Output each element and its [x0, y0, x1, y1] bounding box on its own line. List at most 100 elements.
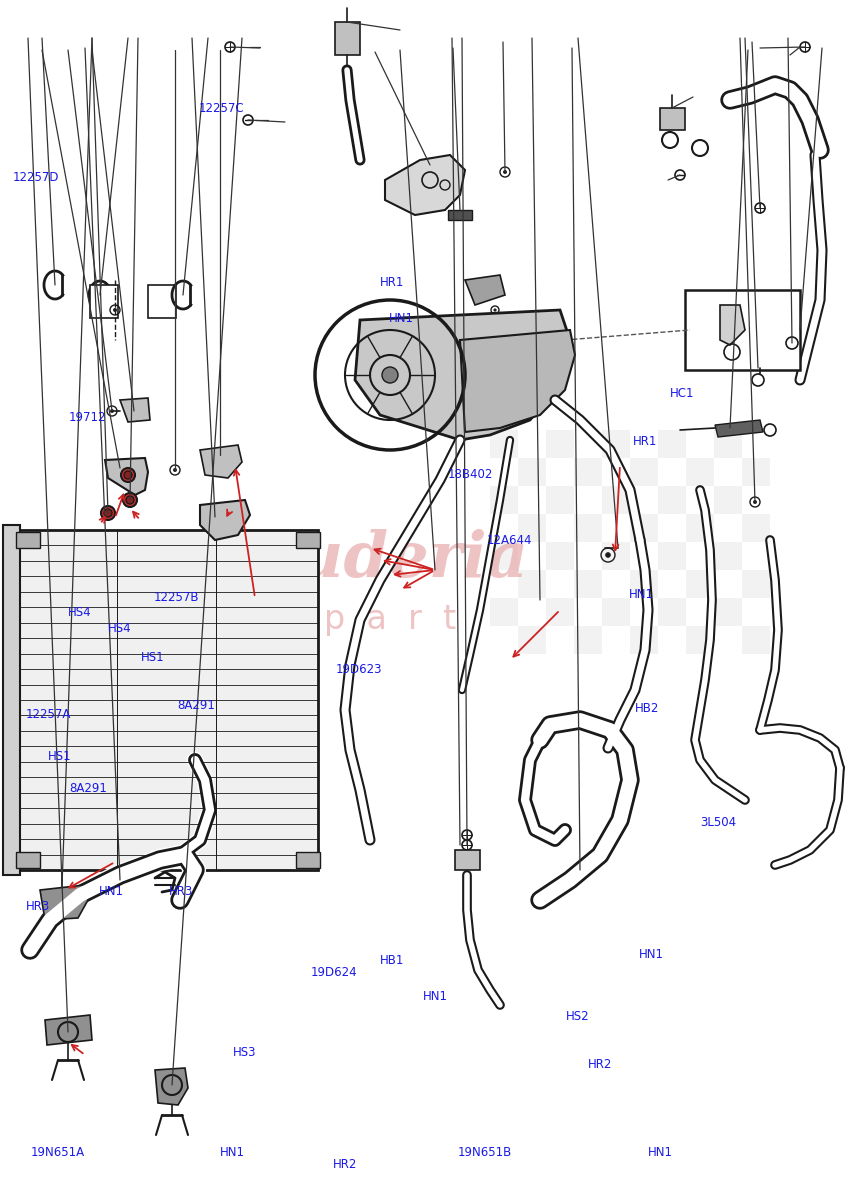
Bar	[630, 514, 658, 542]
Circle shape	[494, 308, 496, 311]
Polygon shape	[148, 284, 176, 318]
Text: HS1: HS1	[48, 750, 71, 762]
Text: HS4: HS4	[67, 606, 91, 618]
Text: HS2: HS2	[566, 1010, 589, 1022]
Text: HN1: HN1	[99, 886, 124, 898]
Text: 19D624: 19D624	[311, 966, 358, 978]
Polygon shape	[200, 500, 250, 540]
Text: 19712: 19712	[69, 412, 106, 424]
Polygon shape	[720, 305, 745, 346]
Text: HC1: HC1	[670, 388, 694, 400]
Polygon shape	[685, 290, 800, 370]
Text: 12257C: 12257C	[199, 102, 245, 114]
Circle shape	[484, 289, 486, 292]
Bar	[490, 486, 518, 514]
Polygon shape	[715, 420, 763, 437]
Bar	[742, 514, 770, 542]
Text: 19N651A: 19N651A	[30, 1146, 85, 1158]
Circle shape	[121, 468, 135, 482]
Polygon shape	[296, 852, 320, 868]
Text: 19N651B: 19N651B	[458, 1146, 512, 1158]
Bar	[630, 626, 658, 654]
Bar	[602, 598, 630, 626]
Bar	[742, 458, 770, 486]
Bar	[602, 430, 630, 458]
Text: p  a  r  t: p a r t	[324, 604, 456, 636]
Circle shape	[124, 470, 132, 479]
Bar	[546, 542, 574, 570]
Polygon shape	[448, 210, 472, 220]
Bar	[602, 542, 630, 570]
Bar	[546, 430, 574, 458]
Text: HR1: HR1	[380, 276, 404, 288]
Bar	[658, 430, 686, 458]
Text: HN1: HN1	[220, 1146, 245, 1158]
Polygon shape	[460, 330, 575, 432]
Polygon shape	[200, 445, 242, 478]
Text: HN1: HN1	[629, 588, 654, 600]
Text: 18B402: 18B402	[448, 468, 493, 480]
Circle shape	[753, 500, 757, 504]
Circle shape	[113, 308, 117, 312]
Polygon shape	[16, 532, 40, 548]
Bar	[686, 626, 714, 654]
Text: HS3: HS3	[233, 1046, 257, 1058]
Bar	[658, 598, 686, 626]
Text: HS1: HS1	[141, 652, 164, 664]
Text: 12257A: 12257A	[26, 708, 72, 720]
Circle shape	[174, 468, 176, 472]
Polygon shape	[355, 310, 570, 440]
Polygon shape	[335, 22, 360, 55]
Bar	[518, 626, 546, 654]
Text: HN1: HN1	[639, 948, 664, 960]
Text: Scuderia: Scuderia	[212, 529, 528, 590]
Bar	[714, 486, 742, 514]
Text: HR2: HR2	[588, 1058, 612, 1070]
Circle shape	[104, 509, 112, 517]
Circle shape	[518, 338, 521, 341]
Text: HR1: HR1	[632, 436, 657, 448]
Text: 8A291: 8A291	[69, 782, 107, 794]
Text: HN1: HN1	[389, 312, 414, 324]
Bar	[490, 598, 518, 626]
Polygon shape	[155, 1068, 188, 1105]
Bar	[490, 542, 518, 570]
Bar	[714, 598, 742, 626]
Bar	[574, 458, 602, 486]
Bar	[602, 486, 630, 514]
Text: 12257B: 12257B	[154, 592, 200, 604]
Polygon shape	[465, 275, 505, 305]
Bar	[686, 514, 714, 542]
Text: HS4: HS4	[108, 623, 131, 635]
Bar	[742, 570, 770, 598]
Bar	[686, 458, 714, 486]
Bar	[630, 570, 658, 598]
Polygon shape	[3, 526, 20, 875]
Polygon shape	[16, 852, 40, 868]
Circle shape	[504, 170, 506, 174]
Polygon shape	[296, 532, 320, 548]
Bar	[630, 458, 658, 486]
Circle shape	[539, 368, 541, 371]
Circle shape	[382, 367, 398, 383]
Polygon shape	[660, 108, 685, 130]
Circle shape	[111, 409, 113, 413]
Text: 3L504: 3L504	[700, 816, 736, 828]
Circle shape	[101, 506, 115, 520]
Bar	[742, 626, 770, 654]
Bar	[714, 542, 742, 570]
Polygon shape	[455, 850, 480, 870]
Circle shape	[606, 552, 610, 557]
Polygon shape	[385, 155, 465, 215]
Bar	[518, 514, 546, 542]
Bar	[714, 430, 742, 458]
Text: 12257D: 12257D	[13, 172, 60, 184]
Text: HN1: HN1	[648, 1146, 673, 1158]
Bar	[574, 570, 602, 598]
Bar	[574, 626, 602, 654]
Bar	[574, 514, 602, 542]
Text: HN1: HN1	[423, 990, 448, 1002]
Bar	[518, 570, 546, 598]
Text: HB2: HB2	[635, 702, 659, 714]
Text: HR3: HR3	[26, 900, 50, 912]
